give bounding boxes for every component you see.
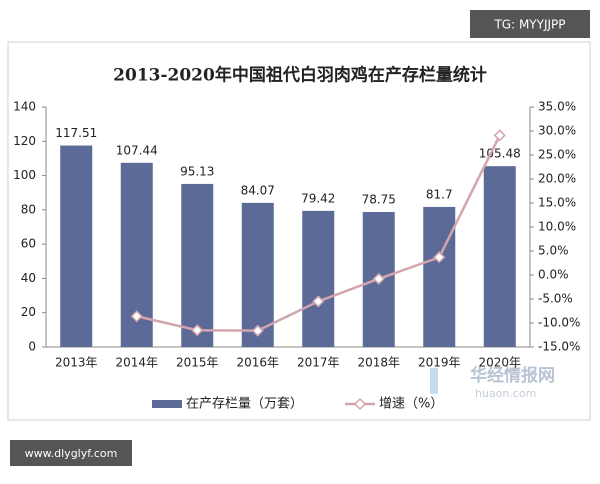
bar	[483, 166, 516, 347]
x-tick-label: 2013年	[55, 356, 98, 370]
marker	[372, 272, 385, 285]
watermark-box	[10, 440, 132, 466]
x-tick-label: 2015年	[176, 356, 219, 370]
legend-label: 在产存栏量（万套）	[186, 396, 303, 412]
y-tick-label: 120	[13, 134, 36, 148]
x-tick-label: 2019年	[418, 356, 461, 370]
y2-tick-label: -15.0%	[538, 340, 580, 354]
y-tick-label: 0	[28, 340, 36, 354]
value-label: 81.7	[426, 187, 453, 201]
value-label: 78.75	[362, 193, 396, 207]
marker	[493, 129, 506, 142]
y2-tick-label: 5.0%	[538, 244, 569, 258]
marker	[312, 295, 325, 308]
y2-tick-label: 30.0%	[538, 124, 576, 138]
legend-swatch	[353, 397, 367, 411]
y2-tick-label: -5.0%	[538, 292, 573, 306]
x-tick-label: 2018年	[357, 356, 400, 370]
y2-tick-label: 10.0%	[538, 220, 576, 234]
y2-tick-label: 35.0%	[538, 100, 576, 114]
bar	[423, 206, 456, 347]
bar	[181, 183, 214, 347]
y-tick-label: 100	[13, 168, 36, 182]
y-tick-label: 140	[13, 100, 36, 114]
watermark-box	[470, 10, 590, 38]
y2-tick-label: 25.0%	[538, 148, 576, 162]
value-label: 107.44	[116, 143, 158, 157]
bar	[241, 202, 274, 347]
watermark-logo-sub: huaon.com	[475, 387, 536, 400]
y-tick-label: 80	[21, 202, 36, 216]
marker	[251, 324, 264, 337]
y2-tick-label: 20.0%	[538, 172, 576, 186]
y2-tick-label: 15.0%	[538, 196, 576, 210]
legend-label: 增速（%）	[379, 397, 443, 412]
value-label: 95.13	[180, 164, 214, 178]
watermark-logo: 华经情报网	[470, 365, 555, 386]
y2-tick-label: 0.0%	[538, 268, 569, 282]
value-label: 117.51	[55, 126, 97, 140]
watermark: www.dlyglyf.com	[25, 447, 118, 460]
x-tick-label: 2017年	[297, 356, 340, 370]
x-tick-label: 2020年	[478, 356, 521, 370]
marker	[191, 324, 204, 337]
y-tick-label: 40	[21, 271, 36, 285]
logo-icon	[430, 368, 438, 394]
chart-title: 2013-2020年中国祖代白羽肉鸡在产存栏量统计	[113, 65, 487, 86]
marker	[130, 310, 143, 323]
value-label: 105.48	[479, 147, 521, 161]
bar	[60, 145, 93, 347]
x-tick-label: 2016年	[236, 356, 279, 370]
legend-swatch	[152, 400, 182, 408]
y2-tick-label: -10.0%	[538, 316, 580, 330]
bar	[302, 210, 335, 347]
x-tick-label: 2014年	[115, 356, 158, 370]
y-tick-label: 20	[21, 305, 36, 319]
y-tick-label: 60	[21, 237, 36, 251]
marker	[433, 251, 446, 264]
value-label: 84.07	[241, 183, 275, 197]
watermark: TG: MYYJJPP	[493, 18, 565, 32]
value-label: 79.42	[301, 191, 335, 205]
